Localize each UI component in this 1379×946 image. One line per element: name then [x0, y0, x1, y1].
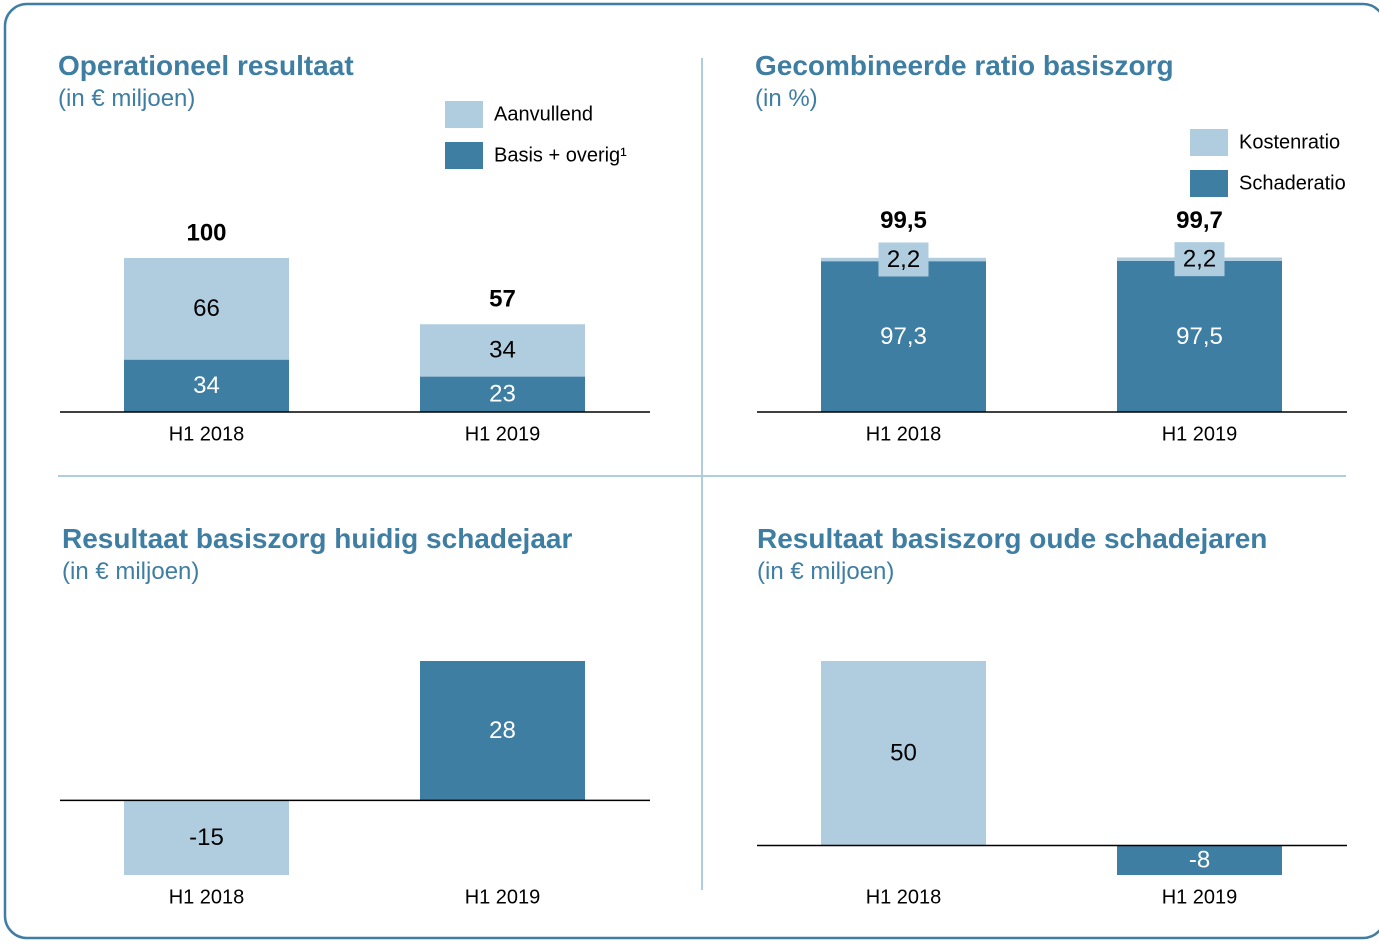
legend-swatch — [445, 142, 483, 169]
total-label: 57 — [489, 286, 516, 313]
legend-label: Basis + overig¹ — [494, 144, 627, 166]
data-label: 97,5 — [1176, 323, 1223, 350]
data-label: 66 — [193, 295, 220, 322]
bar — [124, 800, 289, 875]
data-label: 34 — [489, 337, 516, 364]
chart-title: Operationeel resultaat — [58, 50, 354, 81]
x-tick-label: H1 2019 — [465, 886, 541, 908]
frame — [3, 2, 1379, 940]
x-tick-label: H1 2019 — [1162, 423, 1238, 445]
total-label: 100 — [186, 219, 226, 246]
label-box — [878, 242, 929, 277]
bar-segment — [821, 261, 986, 412]
label-box — [1174, 242, 1225, 277]
chart-subtitle: (in € miljoen) — [62, 558, 199, 585]
data-label: 23 — [489, 381, 516, 408]
data-label: -8 — [1189, 847, 1210, 874]
x-tick-label: H1 2019 — [465, 423, 541, 445]
bar-segment — [420, 376, 585, 412]
data-label: 28 — [489, 717, 516, 744]
chart-subtitle: (in € miljoen) — [757, 558, 894, 585]
x-tick-label: H1 2019 — [1162, 886, 1238, 908]
data-label: -15 — [189, 824, 224, 851]
x-tick-label: H1 2018 — [169, 423, 245, 445]
legend-swatch — [445, 101, 483, 128]
bar-segment — [124, 258, 289, 360]
chart-subtitle: (in %) — [755, 85, 818, 112]
legend-swatch — [1190, 170, 1228, 197]
bar-segment — [1117, 260, 1282, 412]
bar-segment — [124, 359, 289, 412]
data-label: 50 — [890, 740, 917, 767]
x-tick-label: H1 2018 — [866, 423, 942, 445]
legend-label: Kostenratio — [1239, 131, 1340, 153]
legend-label: Schaderatio — [1239, 172, 1346, 194]
x-tick-label: H1 2018 — [169, 886, 245, 908]
x-tick-label: H1 2018 — [866, 886, 942, 908]
legend-label: Aanvullend — [494, 103, 593, 125]
data-label: 97,3 — [880, 323, 927, 350]
total-label: 99,7 — [1176, 207, 1223, 234]
bar — [420, 661, 585, 801]
total-label: 99,5 — [880, 207, 927, 234]
legend-swatch — [1190, 129, 1228, 156]
data-label: 2,2 — [1183, 246, 1216, 273]
chart-title: Gecombineerde ratio basiszorg — [755, 50, 1174, 81]
data-label: 34 — [193, 372, 220, 399]
chart-title: Resultaat basiszorg oude schadejaren — [757, 523, 1267, 554]
chart-title: Resultaat basiszorg huidig schadejaar — [62, 523, 572, 554]
chart-subtitle: (in € miljoen) — [58, 85, 195, 112]
data-label: 2,2 — [887, 246, 920, 273]
bar — [821, 661, 986, 846]
bar — [1117, 845, 1282, 875]
bar-segment — [420, 324, 585, 377]
